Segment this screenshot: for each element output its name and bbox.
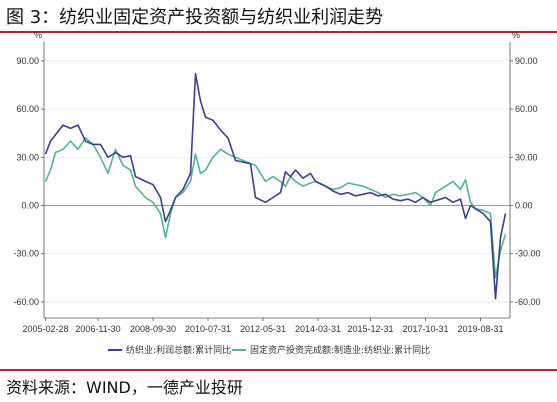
grid-lines — [44, 60, 510, 303]
source-note: 资料来源：WIND，一德产业投研 — [6, 378, 243, 397]
right-unit-label: % — [512, 30, 520, 40]
x-axis: 2005-02-28 2006-11-30 2008-09-30 2010-07-31… — [22, 317, 510, 334]
right-tick-label: -60.00 — [515, 297, 541, 307]
legend-item-profit-label: 纺织业:利润总额:累计同比 — [126, 344, 231, 356]
right-tick-label: -30.00 — [515, 249, 541, 259]
right-tick-label: 60.00 — [515, 104, 538, 114]
x-tick-label: 2005-02-28 — [22, 324, 68, 334]
left-tick-label: 60.00 — [16, 104, 39, 114]
right-tick-label: 30.00 — [515, 152, 538, 162]
series-line-fai — [44, 137, 507, 279]
series-lines — [44, 72, 507, 300]
x-tick-label: 2010-07-31 — [185, 324, 231, 334]
x-tick-label: 2012-05-31 — [240, 324, 286, 334]
left-tick-label: 0.00 — [21, 201, 39, 211]
figure-title: 图 3：纺织业固定资产投资额与纺织业利润走势 — [6, 7, 384, 28]
left-y-axis: % 90.00 60.00 30.00 0.00 -30.00 -60.00 — [13, 30, 45, 318]
x-tick-label: 2008-09-30 — [130, 324, 176, 334]
x-tick-label: 2017-10-31 — [402, 324, 448, 334]
series-line-profit — [44, 72, 507, 300]
right-y-axis: % 90.00 60.00 30.00 0.00 -30.00 -60.00 — [509, 30, 541, 318]
x-tick-label: 2006-11-30 — [75, 324, 120, 334]
source-divider — [0, 369, 557, 371]
x-tick-label: 2019-08-31 — [457, 324, 503, 334]
left-tick-label: -30.00 — [13, 249, 39, 259]
x-tick-label: 2015-12-31 — [347, 324, 393, 334]
legend: 纺织业:利润总额:累计同比 固定资产投资完成额:制造业:纺织业:累计同比 — [108, 344, 430, 356]
left-unit-label: % — [34, 30, 42, 40]
left-tick-label: 90.00 — [16, 56, 39, 66]
left-tick-label: 30.00 — [16, 152, 39, 162]
x-tick-label: 2014-03-31 — [295, 324, 341, 334]
right-tick-label: 0.00 — [515, 201, 533, 211]
legend-item-fai-label: 固定资产投资完成额:制造业:纺织业:累计同比 — [250, 344, 430, 356]
left-tick-label: -60.00 — [13, 297, 39, 307]
right-tick-label: 90.00 — [515, 56, 538, 66]
title-underline — [0, 31, 557, 33]
